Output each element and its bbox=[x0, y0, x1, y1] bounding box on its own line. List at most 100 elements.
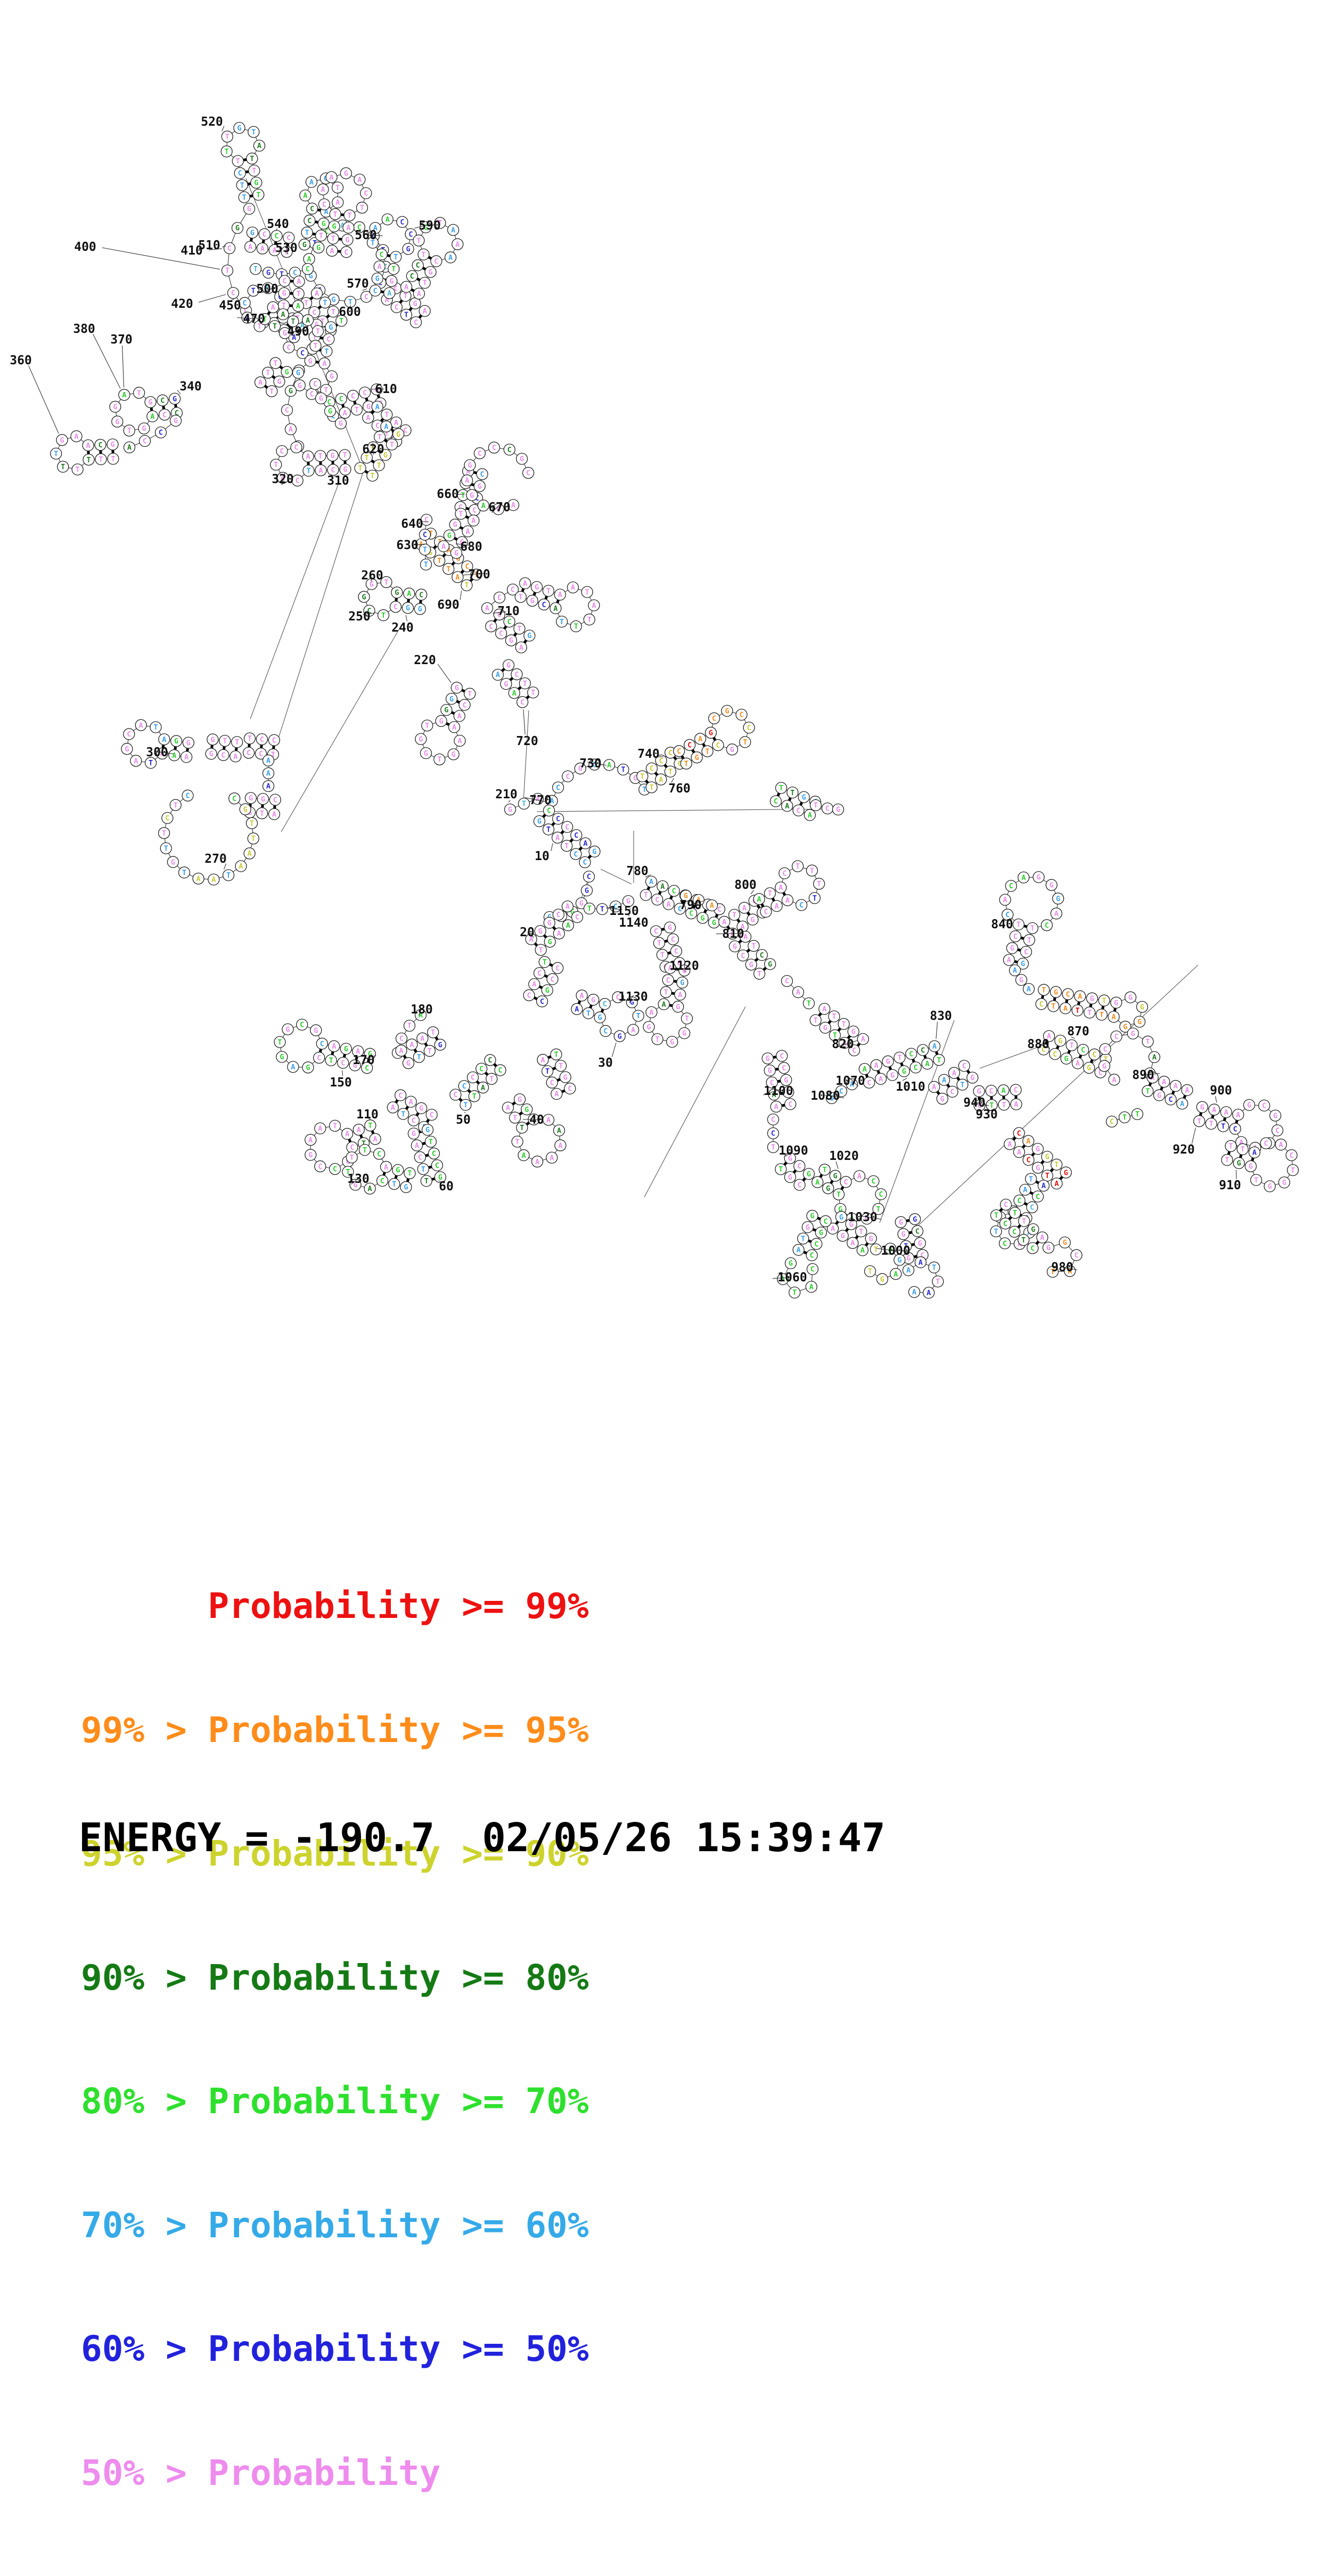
base-letter: G bbox=[406, 245, 410, 253]
base-letter: G bbox=[413, 299, 417, 308]
base-letter: T bbox=[531, 689, 535, 697]
base-letter: T bbox=[429, 1138, 433, 1146]
base-letter: T bbox=[587, 905, 592, 913]
base-letter: C bbox=[263, 231, 267, 239]
residue-label: 910 bbox=[1219, 1179, 1241, 1192]
base-letter: C bbox=[962, 1062, 966, 1070]
base-letter: T bbox=[517, 625, 521, 633]
base-letter: G bbox=[823, 1024, 827, 1032]
residue-label: 690 bbox=[437, 598, 460, 612]
base-letter: C bbox=[1030, 1244, 1035, 1253]
base-letter: G bbox=[970, 1074, 974, 1082]
base-letter: T bbox=[182, 869, 186, 877]
base-letter: G bbox=[535, 583, 539, 592]
base-letter: T bbox=[994, 1228, 998, 1236]
base-letter: T bbox=[1016, 921, 1021, 929]
base-letter: A bbox=[387, 289, 391, 298]
residue-label: 500 bbox=[256, 282, 278, 296]
base-letter: T bbox=[600, 905, 604, 914]
legend-row: Probability >= 99% bbox=[81, 1585, 589, 1627]
base-letter: G bbox=[749, 961, 753, 969]
base-letter: C bbox=[1004, 1201, 1008, 1209]
base-letter: C bbox=[165, 814, 169, 823]
base-letter: T bbox=[545, 1067, 550, 1076]
base-letter: A bbox=[558, 591, 562, 599]
base-letter: A bbox=[532, 980, 536, 989]
base-letter: T bbox=[796, 862, 800, 871]
residue-label: 790 bbox=[679, 898, 702, 912]
base-letter: A bbox=[557, 930, 561, 938]
base-letter: A bbox=[332, 1042, 336, 1051]
base-letter: C bbox=[260, 735, 264, 744]
base-letter: A bbox=[407, 590, 411, 598]
base-letter: G bbox=[1237, 1159, 1241, 1168]
base-letter: G bbox=[247, 205, 251, 214]
base-letter: C bbox=[568, 1085, 572, 1093]
base-letter: A bbox=[785, 896, 790, 905]
base-letter: G bbox=[306, 1064, 310, 1072]
base-letter: G bbox=[174, 417, 178, 426]
base-letter: T bbox=[807, 1000, 811, 1008]
base-letter: A bbox=[857, 1172, 862, 1181]
base-letter: C bbox=[1264, 1139, 1268, 1148]
base-letter: A bbox=[457, 712, 462, 721]
base-letter: T bbox=[1013, 1209, 1017, 1217]
base-letter: C bbox=[583, 858, 587, 867]
base-letter: C bbox=[741, 952, 745, 960]
base-letter: T bbox=[660, 951, 665, 960]
base-letter: G bbox=[1140, 1003, 1144, 1011]
base-letter: T bbox=[832, 1012, 836, 1021]
base-letter: A bbox=[775, 902, 779, 911]
base-letter: T bbox=[347, 211, 351, 220]
base-letter: A bbox=[307, 255, 311, 264]
base-letter: G bbox=[836, 806, 840, 814]
base-letter: T bbox=[779, 784, 783, 792]
base-letter: A bbox=[239, 862, 243, 871]
base-letter: T bbox=[250, 154, 254, 163]
base-letter: A bbox=[318, 467, 323, 475]
base-letter: C bbox=[771, 1130, 775, 1138]
base-letter: C bbox=[739, 711, 743, 719]
base-letter: A bbox=[318, 1124, 322, 1133]
base-letter: C bbox=[511, 586, 515, 594]
base-letter: T bbox=[384, 578, 388, 587]
base-letter: C bbox=[398, 1091, 403, 1100]
base-letter: T bbox=[897, 1054, 901, 1062]
base-letter: A bbox=[139, 721, 143, 730]
base-letter: C bbox=[300, 1021, 304, 1029]
base-letter: A bbox=[553, 604, 557, 613]
base-letter: T bbox=[149, 759, 153, 767]
base-letter: T bbox=[757, 970, 761, 978]
base-letter: G bbox=[851, 1028, 856, 1036]
base-letter: T bbox=[260, 809, 264, 818]
base-letter: A bbox=[373, 1135, 378, 1143]
base-letter: T bbox=[127, 427, 132, 435]
base-letter: C bbox=[232, 795, 236, 803]
base-letter: T bbox=[1030, 925, 1035, 933]
base-letter: C bbox=[747, 724, 751, 732]
base-letter: A bbox=[1212, 1106, 1216, 1114]
residue-label: 380 bbox=[73, 322, 95, 336]
base-letter: G bbox=[1054, 988, 1058, 996]
legend-row: 60% > Probability >= 50% bbox=[81, 2328, 589, 2370]
residue-label: 870 bbox=[1067, 1025, 1089, 1038]
base-letter: G bbox=[784, 1076, 788, 1085]
base-letter: G bbox=[1268, 1182, 1272, 1191]
base-letter: C bbox=[1024, 948, 1028, 956]
base-letter: A bbox=[248, 243, 252, 251]
residue-label: 40 bbox=[529, 1113, 544, 1127]
base-letter: A bbox=[925, 1060, 929, 1068]
base-letter: G bbox=[235, 224, 240, 233]
base-letter: C bbox=[671, 935, 675, 944]
base-letter: A bbox=[1040, 1233, 1044, 1242]
base-letter: T bbox=[223, 737, 227, 746]
base-letter: C bbox=[480, 470, 484, 479]
base-letter: T bbox=[960, 1081, 964, 1089]
residue-label: 920 bbox=[1173, 1143, 1195, 1157]
base-letter: C bbox=[1114, 1033, 1118, 1041]
base-letter: G bbox=[308, 1151, 313, 1159]
base-letter: T bbox=[472, 1092, 477, 1101]
base-letter: A bbox=[1017, 1148, 1021, 1157]
base-letter: C bbox=[797, 1162, 801, 1171]
base-letter: T bbox=[324, 386, 328, 395]
